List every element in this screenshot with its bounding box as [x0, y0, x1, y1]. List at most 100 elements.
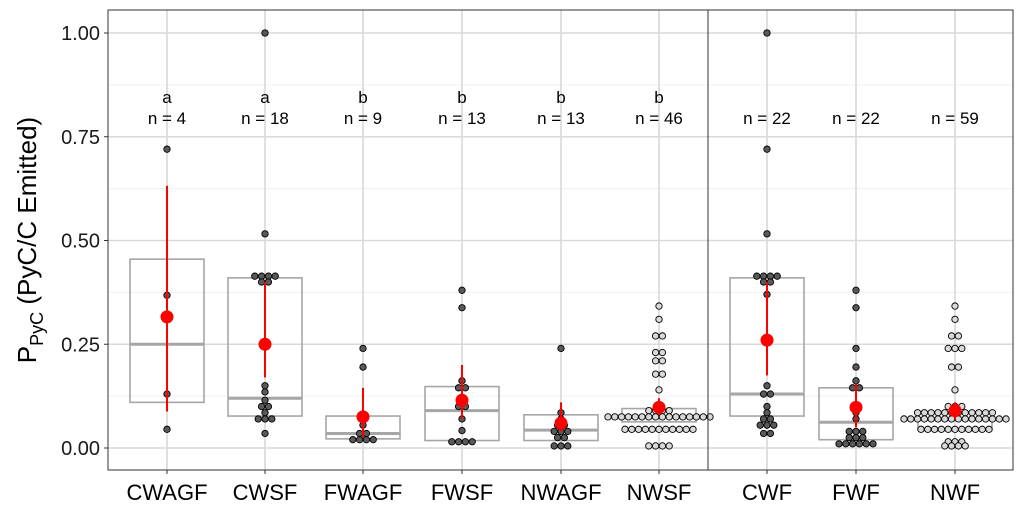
data-point	[645, 406, 653, 415]
data-point	[651, 370, 660, 378]
data-point	[920, 415, 929, 423]
data-point	[628, 425, 636, 433]
data-point	[658, 442, 667, 450]
x-tick-label-NWSF: NWSF	[627, 480, 692, 505]
data-point	[461, 384, 470, 392]
data-point	[355, 429, 364, 438]
data-point	[163, 145, 171, 153]
data-point	[679, 413, 687, 421]
mean-point-FWAGF	[356, 410, 370, 424]
data-point	[261, 29, 269, 37]
data-point	[951, 386, 959, 394]
data-point	[359, 344, 367, 353]
data-point	[941, 415, 949, 423]
n-label-CWF: n = 22	[743, 109, 791, 128]
data-point	[261, 382, 269, 390]
data-point	[658, 332, 667, 340]
data-point	[359, 363, 367, 371]
data-point	[927, 409, 935, 417]
data-point	[958, 425, 966, 433]
data-point	[641, 425, 650, 433]
data-point	[634, 425, 643, 433]
data-point	[655, 425, 663, 433]
data-point	[617, 413, 626, 421]
group-letter-NWSF: b	[654, 88, 663, 107]
data-point	[954, 363, 963, 371]
data-point	[257, 278, 266, 286]
data-point	[759, 415, 768, 423]
data-point	[845, 427, 853, 436]
group-letter-NWAGF: b	[556, 88, 565, 107]
data-point	[845, 433, 853, 442]
data-point	[257, 402, 266, 411]
data-point	[975, 415, 983, 423]
data-point	[971, 425, 980, 433]
data-point	[848, 440, 857, 448]
data-point	[362, 436, 371, 444]
n-label-FWSF: n = 13	[438, 109, 486, 128]
data-point	[766, 278, 775, 286]
data-point	[964, 425, 973, 433]
data-point	[557, 442, 565, 450]
y-axis-label-main: P	[12, 346, 42, 363]
data-point	[689, 425, 697, 433]
data-point	[651, 348, 660, 357]
data-point	[961, 409, 969, 417]
data-point	[852, 286, 860, 294]
data-point	[454, 438, 463, 446]
data-point	[461, 438, 470, 446]
n-label-NWAGF: n = 13	[537, 109, 585, 128]
mean-point-NWAGF	[554, 416, 568, 430]
data-point	[557, 344, 565, 353]
data-point	[852, 363, 860, 371]
data-point	[855, 384, 864, 392]
data-point	[944, 344, 952, 353]
panel-border-right	[707, 9, 1014, 471]
axis-layer: CWAGF CWSF FWAGF FWSF NWAGF NWSF CWF FWF NWF 0.00…	[61, 23, 980, 505]
y-tick-label: 0.25	[61, 334, 100, 356]
data-point	[665, 413, 673, 421]
x-tick-label-NWAGF: NWAGF	[520, 480, 601, 505]
data-point	[975, 409, 983, 417]
data-point	[988, 415, 997, 423]
data-point	[978, 425, 986, 433]
y-tick-label: 0.00	[61, 438, 100, 460]
data-point	[665, 406, 673, 415]
data-point	[651, 442, 660, 450]
data-point	[852, 427, 860, 436]
data-point	[369, 436, 377, 444]
data-point	[458, 286, 466, 294]
x-tick-label-FWF: FWF	[832, 480, 880, 505]
data-point	[261, 388, 269, 396]
data-point	[658, 357, 667, 365]
group-letter-FWAGF: b	[358, 88, 367, 107]
group-letter-CWSF: a	[260, 88, 270, 107]
data-point	[773, 272, 781, 280]
data-point	[947, 332, 956, 340]
data-point	[362, 429, 371, 438]
y-axis-label: PPyC (PyC/C Emitted)	[12, 117, 47, 363]
data-point	[951, 425, 959, 433]
data-point	[651, 332, 660, 340]
data-point	[458, 304, 466, 312]
data-point	[624, 413, 633, 421]
data-point	[852, 304, 860, 312]
data-point	[261, 415, 269, 423]
data-point	[271, 272, 279, 280]
data-point	[458, 426, 466, 435]
data-point	[763, 421, 771, 429]
data-point	[759, 278, 768, 286]
mean-point-CWF	[760, 333, 774, 347]
data-point	[852, 344, 860, 353]
data-point	[947, 442, 956, 450]
mean-point-CWAGF	[160, 310, 174, 324]
data-point	[985, 425, 993, 433]
data-point	[835, 440, 843, 448]
data-point	[564, 442, 572, 450]
data-point	[852, 377, 860, 385]
data-point	[648, 425, 656, 433]
data-point	[261, 396, 269, 404]
x-tick-label-FWSF: FWSF	[431, 480, 493, 505]
data-point	[651, 357, 660, 365]
